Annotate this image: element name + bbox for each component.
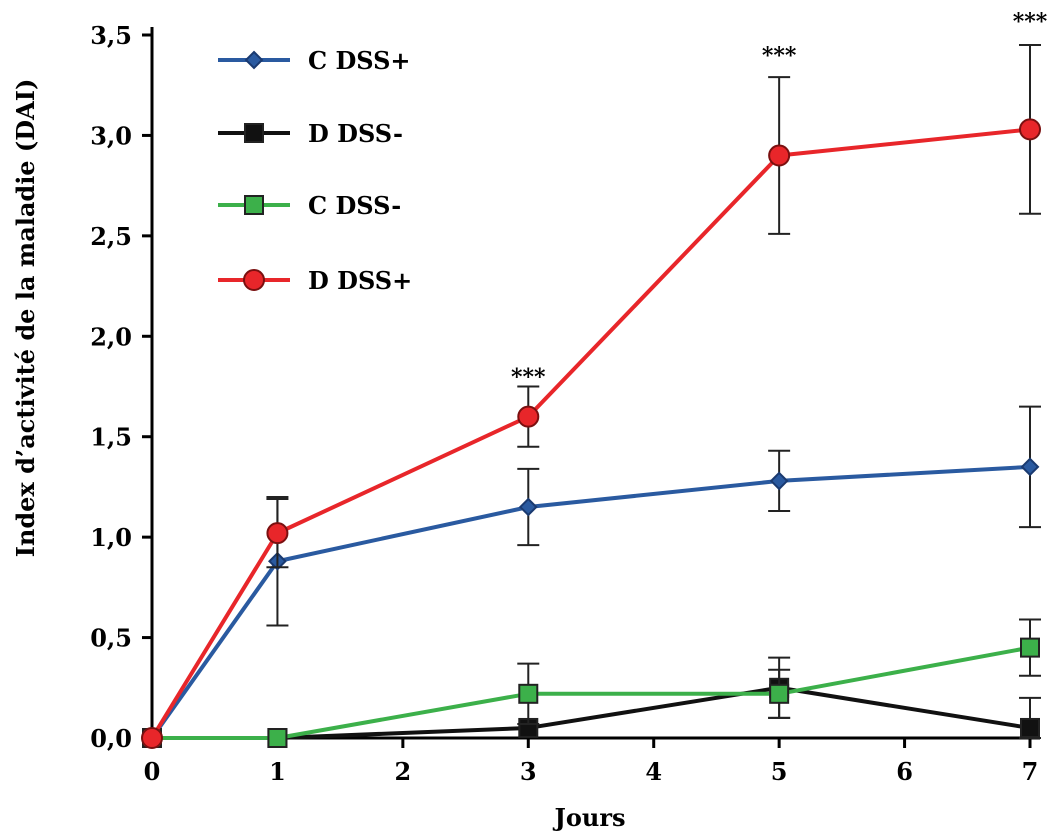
- series-layer: *** *** ***: [141, 9, 1048, 749]
- legend-marker: [244, 123, 264, 143]
- x-axis-title: Jours: [553, 803, 626, 832]
- legend-item: C DSS-: [218, 191, 401, 220]
- y-tick-label: 3,0: [90, 121, 132, 150]
- legend-label: D DSS-: [308, 119, 403, 148]
- axes: 0,0 0,5 1,0 1,5 2,0 2,5 3,0 3,5 0 1 2 3 4 5 6 7: [90, 21, 1040, 786]
- data-point: [267, 728, 288, 748]
- significance-label: ***: [511, 364, 546, 390]
- data-point: [769, 471, 789, 491]
- y-tick-label: 2,0: [90, 322, 132, 351]
- series-d-dssplus: [141, 44, 1041, 749]
- series-line: [150, 464, 1031, 740]
- data-point: [1019, 118, 1041, 141]
- x-tick-label: 4: [645, 757, 662, 786]
- legend-label: D DSS+: [308, 266, 412, 295]
- legend-item: D DSS+: [218, 266, 412, 295]
- y-axis-title: Index d’activité de la maladie (DAI): [11, 79, 40, 558]
- y-tick-label: 1,5: [90, 423, 132, 452]
- x-tick-label: 1: [269, 757, 286, 786]
- legend-item: D DSS-: [218, 119, 403, 148]
- series-line: [152, 645, 1031, 740]
- series-c-dss-minus: [142, 618, 1041, 748]
- legend-marker: [244, 50, 264, 70]
- x-tick-label: 2: [395, 757, 412, 786]
- data-point: [768, 144, 791, 167]
- y-tick-label: 0,0: [90, 724, 132, 753]
- x-tick-label: 6: [896, 757, 913, 786]
- y-tick-label: 1,0: [90, 523, 132, 552]
- x-tick-label: 0: [144, 757, 161, 786]
- data-point: [1020, 457, 1040, 477]
- x-tick-label: 5: [771, 757, 788, 786]
- data-point: [266, 522, 289, 545]
- significance-label: ***: [762, 43, 797, 69]
- data-point: [1020, 637, 1040, 658]
- legend-marker: [243, 269, 265, 291]
- significance-label: ***: [1013, 9, 1048, 35]
- legend-item: C DSS+: [218, 46, 411, 75]
- legend-label: C DSS-: [308, 191, 401, 220]
- data-point: [518, 497, 538, 517]
- legend: C DSS+ D DSS- C DSS- D DSS+: [218, 46, 412, 295]
- x-tick-label: 7: [1022, 757, 1039, 786]
- y-tick-label: 0,5: [90, 624, 132, 653]
- y-tick-label: 2,5: [90, 222, 132, 251]
- data-point: [517, 405, 540, 428]
- series-line: [150, 127, 1031, 740]
- data-point: [769, 683, 790, 704]
- y-tick-label: 3,5: [90, 21, 132, 50]
- legend-marker: [244, 195, 264, 215]
- data-point: [141, 727, 163, 749]
- legend-label: C DSS+: [308, 46, 411, 75]
- x-tick-label: 3: [520, 757, 537, 786]
- data-point: [518, 683, 539, 704]
- data-point: [1020, 717, 1040, 738]
